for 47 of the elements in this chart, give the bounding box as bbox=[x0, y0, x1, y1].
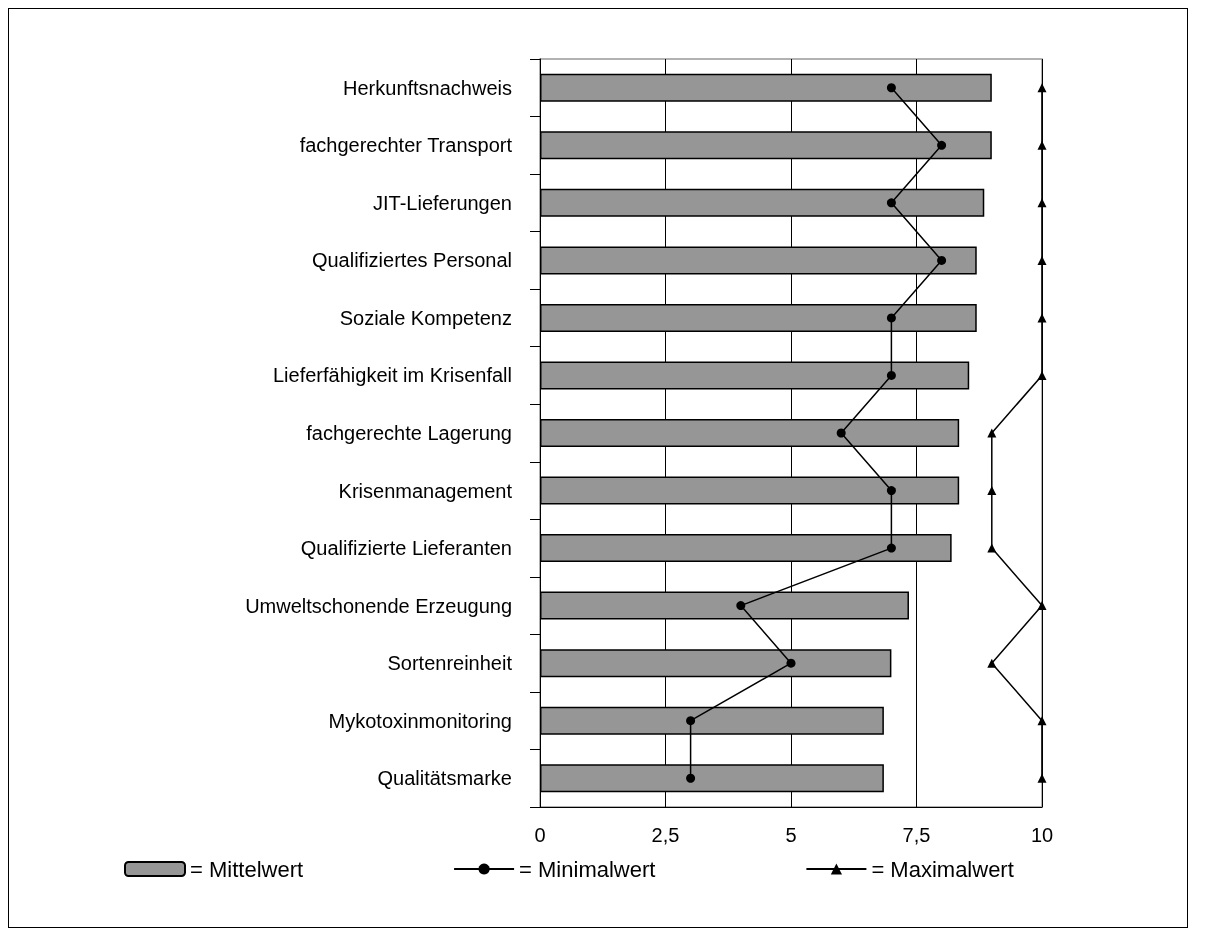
point bbox=[686, 773, 696, 783]
legend-label: = Maximalwert bbox=[871, 856, 1014, 882]
point bbox=[886, 313, 896, 323]
point bbox=[786, 658, 796, 668]
point bbox=[987, 658, 997, 668]
y-tick-label: fachgerechter Transport bbox=[299, 134, 513, 157]
point bbox=[886, 370, 896, 380]
y-tick-label: Herkunftsnachweis bbox=[343, 76, 512, 99]
point bbox=[937, 255, 947, 265]
point bbox=[886, 486, 896, 496]
point bbox=[886, 543, 896, 553]
point bbox=[1037, 601, 1047, 611]
y-tick-label: Qualifiziertes Personal bbox=[311, 249, 512, 272]
point bbox=[1037, 255, 1047, 265]
x-tick-label: 10 bbox=[1030, 824, 1054, 846]
y-tick-label: Krisenmanagement bbox=[338, 479, 513, 502]
point bbox=[1037, 773, 1047, 783]
y-tick-label: Mykotoxinmonitoring bbox=[328, 709, 512, 732]
y-tick-label: Umweltschonende Erzeugung bbox=[245, 594, 512, 617]
point bbox=[1037, 198, 1047, 208]
point bbox=[686, 716, 696, 726]
y-tick-label: Sortenreinheit bbox=[387, 652, 513, 675]
y-tick-label: Lieferfähigkeit im Krisenfall bbox=[273, 364, 512, 387]
y-tick-label: Qualifizierte Lieferanten bbox=[300, 537, 512, 560]
point bbox=[886, 198, 896, 208]
y-tick-label: fachgerechte Lagerung bbox=[306, 422, 512, 444]
x-tick-label: 2,5 bbox=[651, 824, 680, 846]
point bbox=[937, 140, 947, 150]
y-tick-label: Soziale Kompetenz bbox=[339, 306, 512, 329]
legend-label: = Minimalwert bbox=[519, 856, 656, 882]
point bbox=[987, 486, 997, 496]
point bbox=[987, 428, 997, 438]
point bbox=[1037, 370, 1047, 380]
point bbox=[836, 428, 846, 438]
x-tick-label: 7,5 bbox=[902, 824, 931, 846]
legend-label: = Mittelwert bbox=[190, 856, 304, 882]
point bbox=[987, 543, 997, 553]
point bbox=[1037, 313, 1047, 323]
point bbox=[736, 601, 746, 611]
point bbox=[886, 83, 896, 93]
x-tick-label: 5 bbox=[785, 824, 797, 846]
y-tick-label: JIT-Lieferungen bbox=[373, 191, 512, 214]
point bbox=[1037, 716, 1047, 726]
point bbox=[1037, 83, 1047, 93]
point bbox=[1037, 140, 1047, 150]
x-tick-label: 0 bbox=[534, 824, 546, 846]
y-tick-label: Qualitätsmarke bbox=[377, 767, 512, 790]
